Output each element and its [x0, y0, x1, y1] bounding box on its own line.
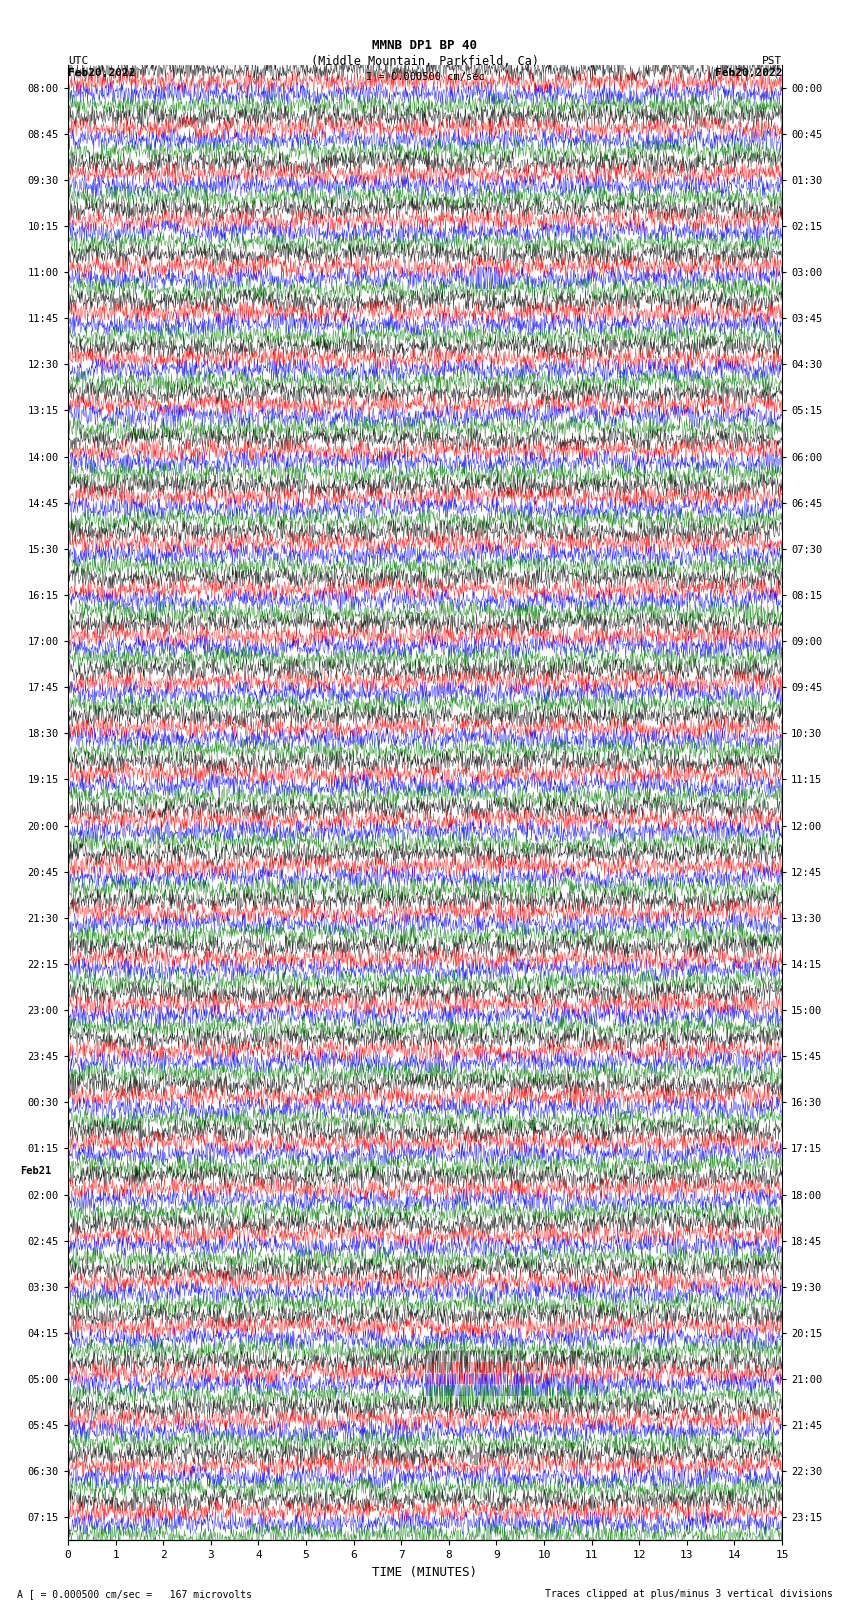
X-axis label: TIME (MINUTES): TIME (MINUTES) [372, 1566, 478, 1579]
Text: Feb21: Feb21 [20, 1166, 51, 1176]
Text: Feb20,2022: Feb20,2022 [68, 68, 135, 77]
Text: UTC: UTC [68, 56, 88, 66]
Text: (Middle Mountain, Parkfield, Ca): (Middle Mountain, Parkfield, Ca) [311, 55, 539, 68]
Text: I = 0.000500 cm/sec: I = 0.000500 cm/sec [366, 73, 484, 82]
Text: PST: PST [762, 56, 782, 66]
Text: Traces clipped at plus/minus 3 vertical divisions: Traces clipped at plus/minus 3 vertical … [545, 1589, 833, 1598]
Text: Feb20,2022: Feb20,2022 [715, 68, 782, 77]
Text: MMNB DP1 BP 40: MMNB DP1 BP 40 [372, 39, 478, 52]
Text: A [ = 0.000500 cm/sec =   167 microvolts: A [ = 0.000500 cm/sec = 167 microvolts [17, 1589, 252, 1598]
